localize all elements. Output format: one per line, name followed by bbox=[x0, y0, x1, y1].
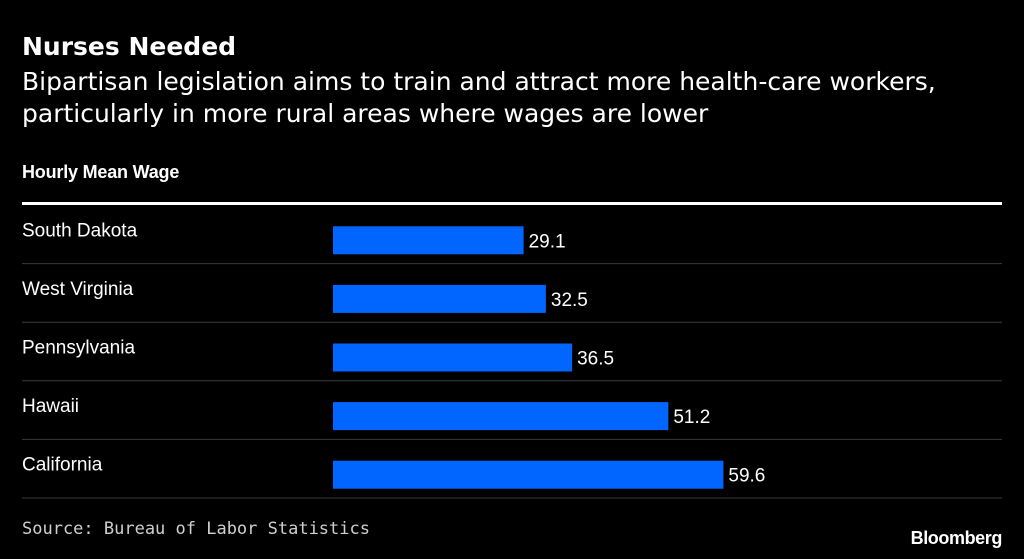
chart-subtitle: Bipartisan legislation aims to train and… bbox=[22, 66, 1012, 130]
category-label: Hawaii bbox=[22, 396, 79, 417]
category-label: West Virginia bbox=[22, 279, 134, 300]
header-rule bbox=[22, 202, 1002, 205]
bar bbox=[333, 402, 669, 431]
value-axis-label: Hourly Mean Wage bbox=[22, 162, 180, 182]
bloomberg-logo: Bloomberg bbox=[910, 528, 1003, 548]
subtitle-line-2: particularly in more rural areas where w… bbox=[22, 99, 709, 128]
value-label: 59.6 bbox=[728, 466, 765, 487]
category-label: California bbox=[22, 455, 103, 476]
subtitle-line-1: Bipartisan legislation aims to train and… bbox=[22, 67, 936, 96]
bar bbox=[333, 343, 573, 372]
value-label: 29.1 bbox=[529, 231, 566, 252]
category-label: Pennsylvania bbox=[22, 338, 135, 359]
bar bbox=[333, 284, 546, 313]
bar bbox=[333, 460, 724, 489]
value-label: 36.5 bbox=[577, 349, 614, 370]
category-label: South Dakota bbox=[22, 220, 138, 241]
source-note: Source: Bureau of Labor Statistics bbox=[22, 519, 370, 539]
value-label: 32.5 bbox=[551, 290, 588, 311]
value-label: 51.2 bbox=[673, 407, 710, 428]
chart-title: Nurses Needed bbox=[22, 32, 237, 61]
bar bbox=[333, 226, 524, 255]
